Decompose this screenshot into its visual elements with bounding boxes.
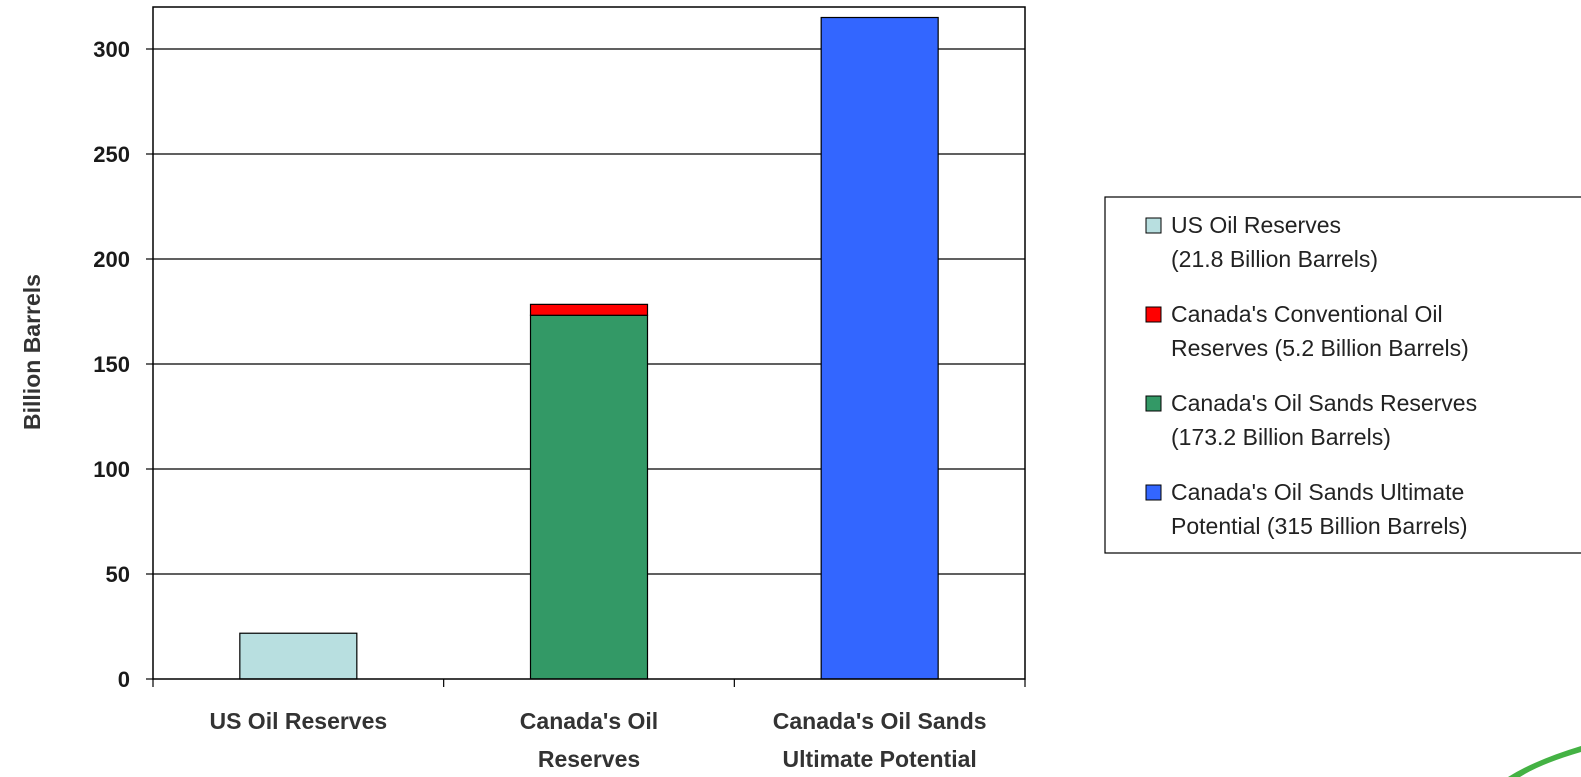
y-tick-label: 300	[93, 37, 130, 62]
legend-label-line: (21.8 Billion Barrels)	[1171, 246, 1378, 272]
x-category-label-line: Canada's Oil	[520, 708, 658, 734]
legend-label: US Oil Reserves (21.8 Billion Barrels)	[1171, 212, 1378, 272]
y-tick-label: 100	[93, 457, 130, 482]
legend-box	[1104, 196, 1581, 554]
axes	[146, 48, 1026, 687]
x-category-label-line: Reserves	[538, 746, 640, 772]
decorative-swoosh	[1508, 746, 1581, 777]
legend-label: Canada's Conventional Oil Reserves (5.2 B…	[1171, 301, 1469, 361]
legend-label-line: Reserves (5.2 Billion Barrels)	[1171, 335, 1469, 361]
legend-swatch	[1145, 306, 1162, 323]
y-tick-label: 0	[118, 667, 130, 692]
bar-segment	[239, 632, 358, 680]
bar-segment	[529, 314, 649, 680]
y-tick-label: 150	[93, 352, 130, 377]
legend-swatch	[1145, 484, 1162, 501]
x-category-label-line: Ultimate Potential	[783, 746, 977, 772]
legend-label-line: (173.2 Billion Barrels)	[1171, 424, 1391, 450]
x-category-label: US Oil Reserves	[209, 708, 387, 734]
legend-label-line: Canada's Oil Sands Ultimate	[1171, 479, 1464, 505]
legend-label: Canada's Oil Sands Ultimate Potential (31…	[1171, 479, 1468, 539]
legend-label-line: Canada's Conventional Oil	[1171, 301, 1443, 327]
legend-label-line: Canada's Oil Sands Reserves	[1171, 390, 1477, 416]
y-tick-label: 200	[93, 247, 130, 272]
legend-label-line: US Oil Reserves	[1171, 212, 1341, 238]
legend-label: Canada's Oil Sands Reserves (173.2 Billio…	[1171, 390, 1477, 450]
plot-frame	[152, 6, 1026, 680]
legend-swatch	[1145, 395, 1162, 412]
x-category-label: Canada's Oil Reserves	[520, 708, 658, 772]
y-tick-label: 250	[93, 142, 130, 167]
bars	[239, 16, 939, 680]
y-tick-label: 50	[106, 562, 130, 587]
legend: US Oil Reserves (21.8 Billion Barrels) Can…	[1104, 196, 1581, 554]
y-tick-labels: 0 50 100 150 200 250 300	[93, 37, 130, 692]
y-axis-title: Billion Barrels	[19, 274, 45, 430]
x-category-label-line: Canada's Oil Sands	[773, 708, 987, 734]
x-category-label: Canada's Oil Sands Ultimate Potential	[773, 708, 987, 772]
bar-segment	[820, 16, 939, 680]
x-category-label-line: US Oil Reserves	[209, 708, 387, 734]
bar-segment	[529, 303, 649, 316]
legend-swatch	[1145, 217, 1162, 234]
category-labels: US Oil Reserves Canada's Oil ReservesCanad…	[209, 708, 986, 772]
legend-label-line: Potential (315 Billion Barrels)	[1171, 513, 1468, 539]
